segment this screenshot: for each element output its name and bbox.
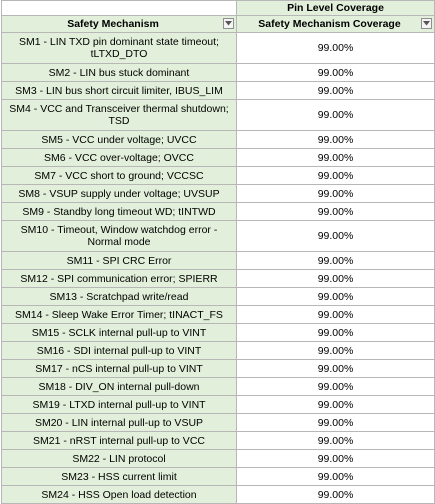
table-row[interactable]: SM23 - HSS current limit 99.00%: [1, 467, 435, 486]
mechanism-cell[interactable]: SM17 - nCS internal pull-up to VINT: [1, 359, 237, 378]
coverage-cell[interactable]: 99.00%: [236, 251, 435, 270]
coverage-cell[interactable]: 99.00%: [236, 32, 435, 64]
table-row[interactable]: SM17 - nCS internal pull-up to VINT 99.0…: [1, 359, 435, 378]
coverage-cell[interactable]: 99.00%: [236, 148, 435, 167]
coverage-cell[interactable]: 99.00%: [236, 467, 435, 486]
mechanism-cell[interactable]: SM14 - Sleep Wake Error Timer; tINACT_FS: [1, 305, 237, 324]
mechanism-cell[interactable]: SM5 - VCC under voltage; UVCC: [1, 130, 237, 149]
coverage-cell[interactable]: 99.00%: [236, 305, 435, 324]
mechanism-cell[interactable]: SM23 - HSS current limit: [1, 467, 237, 486]
table-row[interactable]: SM24 - HSS Open load detection 99.00%: [1, 485, 435, 504]
table-row[interactable]: SM16 - SDI internal pull-up to VINT 99.0…: [1, 341, 435, 360]
coverage-cell[interactable]: 99.00%: [236, 220, 435, 252]
table-row[interactable]: SM3 - LIN bus short circuit limiter, IBU…: [1, 81, 435, 100]
table-row[interactable]: SM10 - Timeout, Window watchdog error - …: [1, 220, 435, 252]
mechanism-cell[interactable]: SM24 - HSS Open load detection: [1, 485, 237, 504]
column-header-safety-mechanism: Safety Mechanism: [1, 15, 237, 33]
mechanism-cell[interactable]: SM16 - SDI internal pull-up to VINT: [1, 341, 237, 360]
table-row[interactable]: SM1 - LIN TXD pin dominant state timeout…: [1, 32, 435, 64]
table-row[interactable]: SM15 - SCLK internal pull-up to VINT 99.…: [1, 323, 435, 342]
mechanism-cell[interactable]: SM2 - LIN bus stuck dominant: [1, 63, 237, 82]
table-row[interactable]: SM9 - Standby long timeout WD; tINTWD 99…: [1, 202, 435, 221]
column-header-row: Safety Mechanism Safety Mechanism Covera…: [1, 15, 435, 33]
dropdown-arrow-icon: [423, 21, 430, 26]
group-header-row: Pin Level Coverage: [1, 0, 435, 16]
mechanism-cell[interactable]: SM22 - LIN protocol: [1, 449, 237, 468]
coverage-cell[interactable]: 99.00%: [236, 81, 435, 100]
table-row[interactable]: SM22 - LIN protocol 99.00%: [1, 449, 435, 468]
mechanism-cell[interactable]: SM20 - LIN internal pull-up to VSUP: [1, 413, 237, 432]
mechanism-cell[interactable]: SM1 - LIN TXD pin dominant state timeout…: [1, 32, 237, 64]
coverage-cell[interactable]: 99.00%: [236, 269, 435, 288]
dropdown-arrow-icon: [225, 21, 232, 26]
mechanism-cell[interactable]: SM15 - SCLK internal pull-up to VINT: [1, 323, 237, 342]
coverage-cell[interactable]: 99.00%: [236, 377, 435, 396]
coverage-cell[interactable]: 99.00%: [236, 202, 435, 221]
mechanism-cell[interactable]: SM21 - nRST internal pull-up to VCC: [1, 431, 237, 450]
filter-dropdown-button[interactable]: [223, 18, 234, 29]
coverage-cell[interactable]: 99.00%: [236, 395, 435, 414]
table-row[interactable]: SM20 - LIN internal pull-up to VSUP 99.0…: [1, 413, 435, 432]
table-row[interactable]: SM8 - VSUP supply under voltage; UVSUP 9…: [1, 184, 435, 203]
table-row[interactable]: SM2 - LIN bus stuck dominant 99.00%: [1, 63, 435, 82]
coverage-cell[interactable]: 99.00%: [236, 485, 435, 504]
column-header-label: Safety Mechanism: [67, 18, 159, 30]
table-row[interactable]: SM7 - VCC short to ground; VCCSC 99.00%: [1, 166, 435, 185]
coverage-cell[interactable]: 99.00%: [236, 341, 435, 360]
coverage-cell[interactable]: 99.00%: [236, 99, 435, 131]
table-row[interactable]: SM11 - SPI CRC Error 99.00%: [1, 251, 435, 270]
mechanism-cell[interactable]: SM19 - LTXD internal pull-up to VINT: [1, 395, 237, 414]
table-row[interactable]: SM18 - DIV_ON internal pull-down 99.00%: [1, 377, 435, 396]
coverage-cell[interactable]: 99.00%: [236, 323, 435, 342]
table-row[interactable]: SM19 - LTXD internal pull-up to VINT 99.…: [1, 395, 435, 414]
mechanism-cell[interactable]: SM3 - LIN bus short circuit limiter, IBU…: [1, 81, 237, 100]
coverage-cell[interactable]: 99.00%: [236, 413, 435, 432]
empty-corner-cell: [1, 0, 237, 16]
coverage-cell[interactable]: 99.00%: [236, 359, 435, 378]
coverage-cell[interactable]: 99.00%: [236, 184, 435, 203]
mechanism-cell[interactable]: SM7 - VCC short to ground; VCCSC: [1, 166, 237, 185]
coverage-cell[interactable]: 99.00%: [236, 431, 435, 450]
table-row[interactable]: SM21 - nRST internal pull-up to VCC 99.0…: [1, 431, 435, 450]
mechanism-cell[interactable]: SM9 - Standby long timeout WD; tINTWD: [1, 202, 237, 221]
column-header-label: Safety Mechanism Coverage: [258, 18, 401, 30]
table-row[interactable]: SM14 - Sleep Wake Error Timer; tINACT_FS…: [1, 305, 435, 324]
pin-level-coverage-header: Pin Level Coverage: [236, 0, 435, 16]
table-row[interactable]: SM5 - VCC under voltage; UVCC 99.00%: [1, 130, 435, 149]
coverage-cell[interactable]: 99.00%: [236, 63, 435, 82]
coverage-cell[interactable]: 99.00%: [236, 130, 435, 149]
filter-dropdown-button[interactable]: [421, 18, 432, 29]
mechanism-cell[interactable]: SM8 - VSUP supply under voltage; UVSUP: [1, 184, 237, 203]
table-row[interactable]: SM6 - VCC over-voltage; OVCC 99.00%: [1, 148, 435, 167]
table-row[interactable]: SM4 - VCC and Transceiver thermal shutdo…: [1, 99, 435, 131]
mechanism-cell[interactable]: SM12 - SPI communication error; SPIERR: [1, 269, 237, 288]
mechanism-cell[interactable]: SM6 - VCC over-voltage; OVCC: [1, 148, 237, 167]
mechanism-cell[interactable]: SM10 - Timeout, Window watchdog error - …: [1, 220, 237, 252]
mechanism-cell[interactable]: SM13 - Scratchpad write/read: [1, 287, 237, 306]
mechanism-cell[interactable]: SM11 - SPI CRC Error: [1, 251, 237, 270]
coverage-cell[interactable]: 99.00%: [236, 166, 435, 185]
table-row[interactable]: SM12 - SPI communication error; SPIERR 9…: [1, 269, 435, 288]
mechanism-cell[interactable]: SM4 - VCC and Transceiver thermal shutdo…: [1, 99, 237, 131]
mechanism-cell[interactable]: SM18 - DIV_ON internal pull-down: [1, 377, 237, 396]
coverage-cell[interactable]: 99.00%: [236, 449, 435, 468]
table-row[interactable]: SM13 - Scratchpad write/read 99.00%: [1, 287, 435, 306]
column-header-coverage: Safety Mechanism Coverage: [236, 15, 435, 33]
coverage-cell[interactable]: 99.00%: [236, 287, 435, 306]
